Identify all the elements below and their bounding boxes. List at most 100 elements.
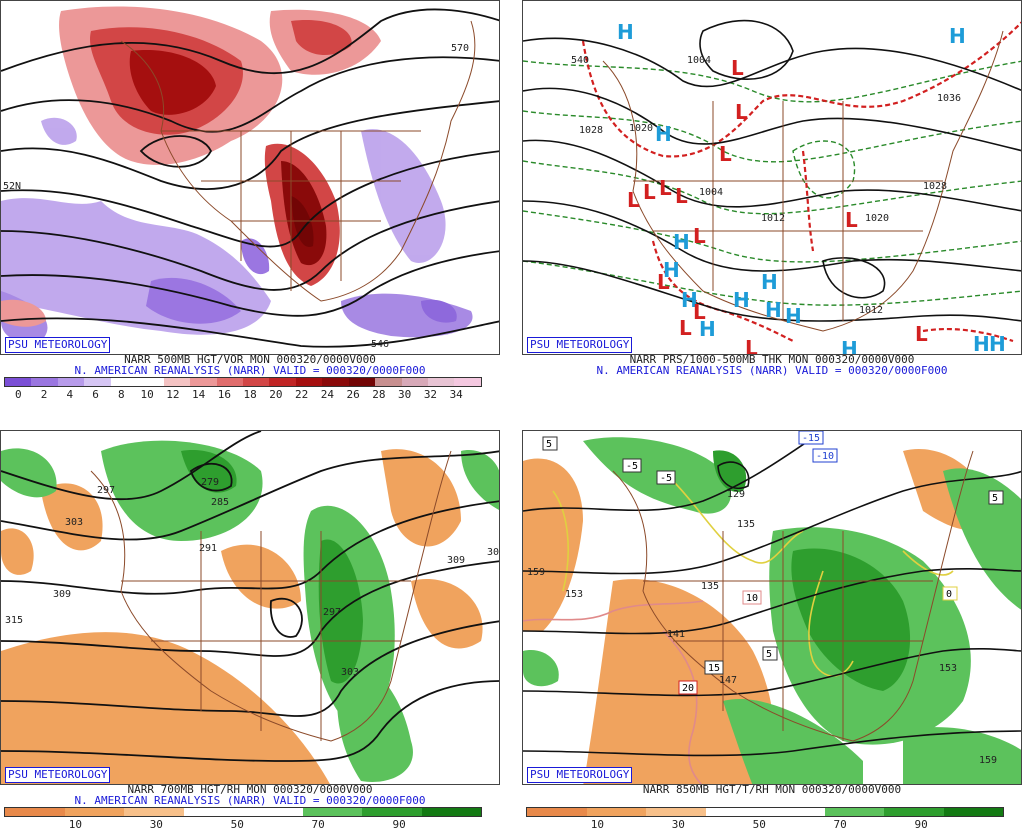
colorbar-tick-label: 30 [149, 818, 163, 831]
colorbar-tick-label: 0 [14, 388, 22, 401]
map-subcaption: N. AMERICAN REANALYSIS (NARR) VALID = 00… [74, 794, 426, 807]
high-pressure-icon: H [765, 298, 782, 322]
colorbar-tick-label: 22 [295, 388, 309, 401]
colorbar-swatch [765, 808, 825, 816]
colorbar-swatch [5, 808, 65, 816]
colorbar-swatch [163, 378, 191, 386]
contour-label: 1036 [937, 93, 961, 104]
colorbar-swatch [824, 808, 884, 816]
low-pressure-icon: L [731, 56, 744, 80]
high-pressure-icon: H [841, 337, 858, 355]
colorbar-tick-label: 2 [40, 388, 48, 401]
contour-label: 570 [451, 43, 469, 54]
contour-label: 1020 [865, 213, 889, 224]
colorbar-swatch [183, 808, 243, 816]
rh-colorbar [526, 807, 1004, 817]
high-pressure-icon: H [785, 304, 802, 328]
map-850mb-temp-rh: 5 -5 -5 -10 -15 10 15 20 5 5 0 [522, 430, 1022, 785]
colorbar-swatch [421, 808, 481, 816]
colorbar-tick-label: 6 [92, 388, 99, 401]
colorbar-tick-label: 8 [118, 388, 125, 401]
colorbar-tick-label: 30 [398, 388, 412, 401]
colorbar-tick-label: 28 [372, 388, 386, 401]
panel-850mb-temp-rh: 5 -5 -5 -10 -15 10 15 20 5 5 0 [522, 430, 1022, 836]
colorbar-swatch [586, 808, 646, 816]
low-pressure-icon: L [675, 184, 688, 208]
colorbar-tick-label: 70 [311, 818, 325, 831]
colorbar-swatch [31, 378, 58, 386]
political-borders [612, 450, 974, 742]
contour-label: 52N [3, 181, 21, 192]
colorbar-swatch [64, 808, 124, 816]
high-pressure-icon: H [733, 288, 750, 312]
colorbar-tick-label: 50 [752, 818, 766, 831]
height-contours [523, 431, 1021, 757]
low-pressure-icon: L [679, 316, 692, 340]
colorbar-tick-label: 32 [423, 388, 438, 401]
map-500mb-vorticity: 570 52N 546 PSU METEOROLOGY [0, 0, 500, 355]
contour-label: 1012 [859, 305, 883, 316]
contour-label: 141 [667, 629, 685, 640]
colorbar-tick-label: 4 [66, 388, 74, 401]
contour-label: 1028 [923, 181, 947, 192]
rh-colorbar [4, 807, 482, 817]
political-borders [120, 20, 476, 302]
colorbar-swatch [190, 378, 217, 386]
colorbar-tick-label: 16 [217, 388, 231, 401]
panel-pressure-thickness: H H H H H H H H H H H H H H L L L L L L [522, 0, 1022, 406]
contour-label: 1020 [629, 123, 653, 134]
contour-label: 285 [211, 497, 229, 508]
low-pressure-icon: L [915, 322, 928, 346]
low-pressure-icon: L [693, 300, 706, 324]
height-contours [1, 8, 499, 348]
isotherm-label: 5 [766, 649, 772, 660]
map-caption: NARR 700MB HGT/RH MON 000320/0000V000 [127, 783, 373, 796]
colorbar-swatch [137, 378, 164, 386]
colorbar-swatch [322, 378, 349, 386]
vorticity-map-svg: 570 52N 546 [1, 6, 499, 350]
branding-label: PSU METEOROLOGY [5, 767, 111, 783]
high-pressure-icon: H [663, 258, 680, 282]
isotherm-label: 10 [746, 593, 758, 604]
contour-label: 135 [737, 519, 755, 530]
contour-label: 303 [341, 667, 359, 678]
high-pressure-icon: H [973, 332, 990, 355]
isobars [523, 19, 1021, 322]
colorbar-swatch [242, 378, 270, 386]
map-subcaption: N. AMERICAN REANALYSIS (NARR) VALID = 00… [596, 364, 948, 377]
colorbar-tick-label: 90 [914, 818, 928, 831]
colorbar-swatch [110, 378, 138, 386]
map-caption: NARR PRS/1000-500MB THK MON 000320/0000V… [629, 353, 915, 366]
contour-label: 159 [527, 567, 545, 578]
isotherm-label: 0 [946, 589, 952, 600]
contour-label: 1012 [761, 213, 785, 224]
low-pressure-icon: L [845, 208, 858, 232]
height-contour-labels: 159 153 135 141 147 153 129 135 159 [527, 489, 997, 766]
contour-label: 30 [487, 547, 499, 558]
colorbar-swatch [454, 378, 481, 386]
branding-label: PSU METEOROLOGY [527, 337, 633, 353]
contour-label: 291 [199, 543, 217, 554]
branding-label: PSU METEOROLOGY [5, 337, 111, 353]
colorbar-tick-label: 70 [833, 818, 847, 831]
colorbar-swatch [401, 378, 428, 386]
contour-label: 303 [65, 517, 83, 528]
contour-label: 297 [97, 485, 115, 496]
colorbar-swatch [295, 378, 323, 386]
contour-label: 315 [5, 615, 23, 626]
low-pressure-icon: L [719, 142, 732, 166]
colorbar-swatch [124, 808, 184, 816]
colorbar-tick-label: 50 [230, 818, 244, 831]
high-pressure-icon: H [699, 317, 716, 341]
colorbar-ticks: 10 30 50 70 90 [4, 818, 480, 832]
vorticity-contour-labels: 570 52N 546 [3, 43, 469, 350]
high-pressure-icon: H [989, 332, 1006, 355]
colorbar-tick-label: 12 [166, 388, 180, 401]
colorbar-tick-label: 20 [269, 388, 283, 401]
high-pressure-icon: H [681, 288, 698, 312]
vorticity-positive-shading [1, 6, 381, 327]
colorbar-tick-label: 18 [243, 388, 257, 401]
isobar-labels: 540 1004 1028 1020 1004 1012 1020 1036 1… [571, 55, 961, 316]
colorbar-swatch [884, 808, 944, 816]
colorbar-swatch [348, 378, 376, 386]
